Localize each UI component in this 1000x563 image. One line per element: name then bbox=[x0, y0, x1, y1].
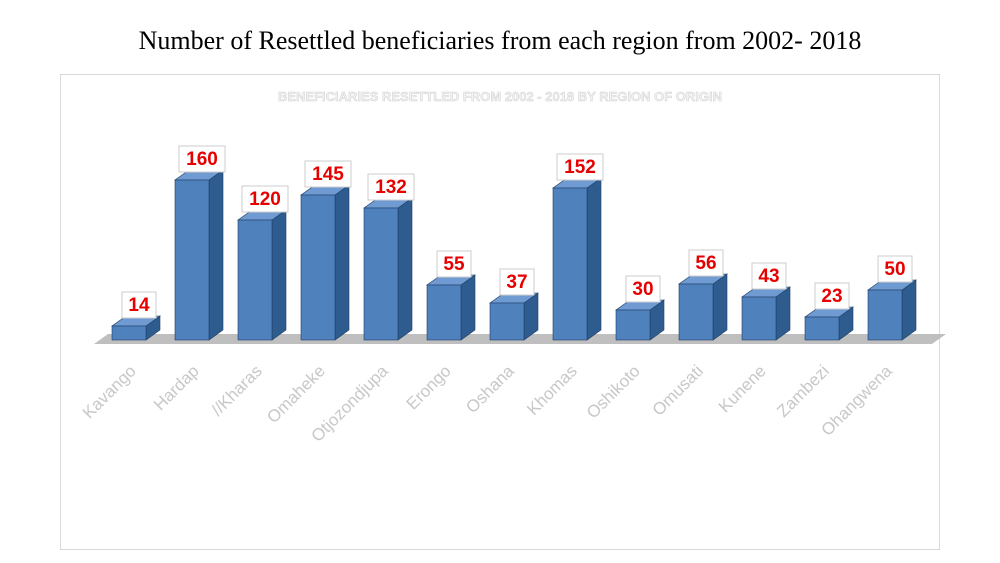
data-label-box bbox=[499, 268, 535, 296]
x-tick-label: Omaheke bbox=[263, 361, 329, 427]
data-label: 160 bbox=[186, 149, 218, 170]
data-label: 37 bbox=[506, 272, 527, 293]
chart-title: BENEFICIARIES RESETTLED FROM 2002 - 2018… bbox=[278, 89, 722, 104]
x-tick-label: Oshikoto bbox=[583, 361, 644, 422]
data-label: 14 bbox=[128, 295, 150, 316]
bar-side bbox=[397, 197, 413, 341]
bar bbox=[804, 316, 840, 341]
x-tick-label: Hardap bbox=[150, 361, 203, 414]
bar bbox=[363, 207, 399, 341]
data-label: 30 bbox=[632, 279, 653, 300]
bar-side bbox=[586, 177, 602, 341]
data-label: 120 bbox=[249, 189, 281, 210]
bar bbox=[678, 283, 714, 341]
bar bbox=[237, 219, 273, 341]
data-label-box bbox=[751, 262, 787, 290]
bar bbox=[615, 309, 651, 341]
data-label-box bbox=[304, 160, 352, 188]
x-tick-label: Kavango bbox=[79, 361, 140, 422]
data-label: 152 bbox=[564, 157, 596, 178]
bar bbox=[300, 194, 336, 341]
data-label-box bbox=[178, 145, 226, 173]
data-label-box bbox=[688, 249, 724, 277]
bar bbox=[426, 284, 462, 341]
data-label: 56 bbox=[695, 253, 716, 274]
data-label-box bbox=[367, 173, 415, 201]
bar bbox=[552, 187, 588, 341]
x-tick-label: Oshana bbox=[462, 361, 518, 417]
bar bbox=[174, 179, 210, 341]
x-tick-label: //Kharas bbox=[208, 361, 266, 419]
bar-side bbox=[334, 184, 350, 341]
bar-side bbox=[712, 273, 728, 341]
bar bbox=[741, 296, 777, 341]
data-label-box bbox=[814, 282, 850, 310]
bar bbox=[111, 325, 147, 341]
bar-side bbox=[901, 279, 917, 341]
data-label: 23 bbox=[821, 286, 842, 307]
data-label: 145 bbox=[312, 164, 344, 185]
data-label-box bbox=[625, 275, 661, 303]
bar-side bbox=[271, 209, 287, 341]
data-label: 50 bbox=[884, 259, 905, 280]
bar-side bbox=[208, 169, 224, 341]
bar-side bbox=[460, 274, 476, 341]
data-label-box bbox=[241, 185, 289, 213]
x-tick-label: Omusati bbox=[649, 361, 707, 419]
data-label-box bbox=[121, 291, 157, 319]
bar bbox=[489, 302, 525, 341]
data-label: 55 bbox=[443, 254, 465, 275]
x-tick-label: Kunene bbox=[715, 361, 770, 416]
data-label-box bbox=[556, 153, 604, 181]
data-label-box bbox=[436, 250, 472, 278]
data-label: 43 bbox=[758, 266, 779, 287]
x-tick-label: Erongo bbox=[403, 361, 455, 413]
data-label-box bbox=[877, 255, 913, 283]
x-tick-label: Zambezi bbox=[773, 361, 833, 421]
data-label: 132 bbox=[375, 177, 407, 198]
x-tick-label: Khomas bbox=[523, 361, 581, 419]
page-title: Number of Resettled beneficiaries from e… bbox=[138, 26, 862, 55]
bar bbox=[867, 289, 903, 341]
